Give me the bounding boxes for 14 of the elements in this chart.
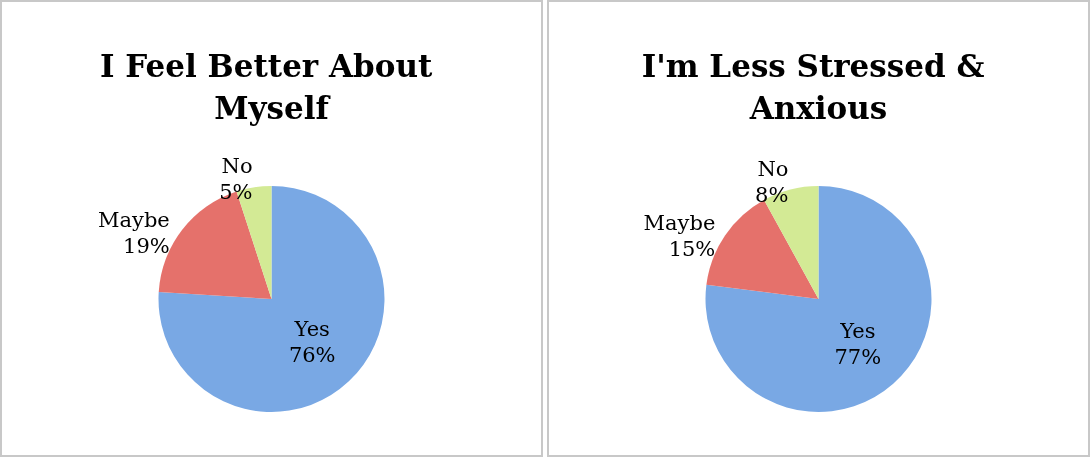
data-label: 8% [755, 182, 789, 207]
data-label: 19% [123, 234, 170, 259]
slice-label: No [221, 154, 253, 179]
data-label: 76% [288, 343, 336, 368]
slice-label: No [757, 156, 789, 181]
slice-label: Maybe [643, 210, 716, 235]
data-label: 77% [834, 344, 882, 369]
chart-title: I Feel Better About Myself [99, 48, 444, 126]
slice-label: Yes [293, 317, 330, 342]
data-label: 5% [219, 180, 253, 205]
chart-title: I'm Less Stressed & Anxious [641, 48, 996, 126]
slice-label: Maybe [98, 208, 170, 233]
data-label: 15% [668, 236, 716, 261]
slice-label: Yes [839, 318, 876, 343]
